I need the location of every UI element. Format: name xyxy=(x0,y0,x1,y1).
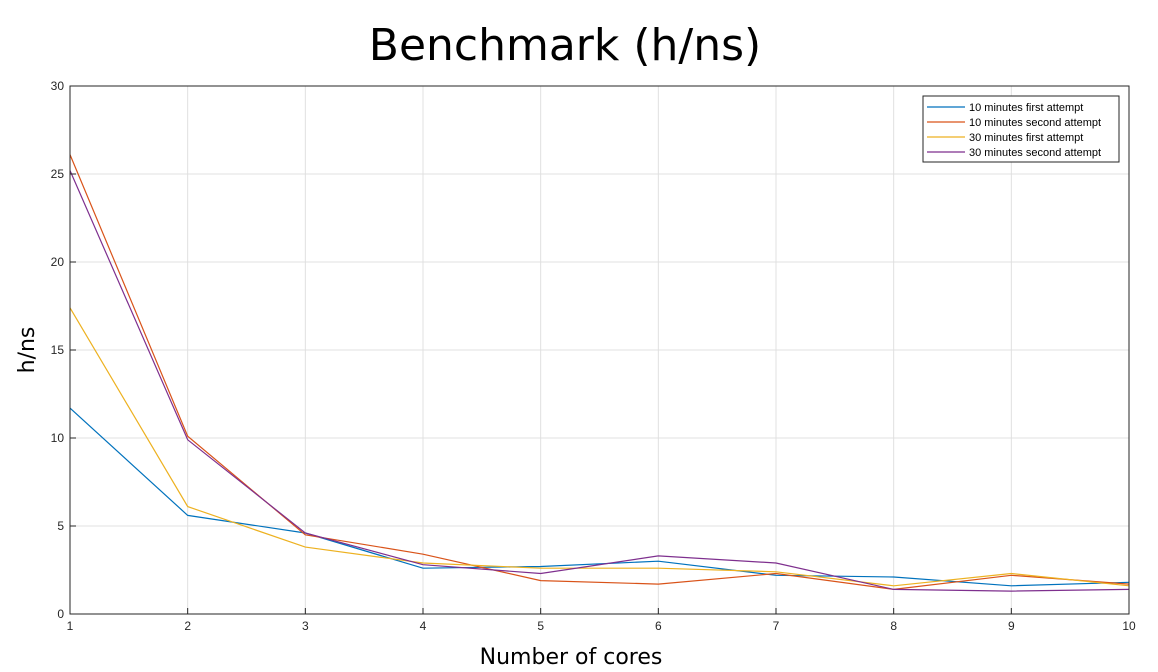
series-line-1 xyxy=(69,407,1130,587)
x-tick-label: 5 xyxy=(537,619,544,633)
x-tick-label: 10 xyxy=(1122,619,1136,633)
legend-entry: 30 minutes first attempt xyxy=(969,132,1083,144)
x-tick-label: 7 xyxy=(773,619,780,633)
y-tick-label: 10 xyxy=(51,431,65,445)
series-line-4 xyxy=(69,170,1130,592)
chart-title: Benchmark (h/ns) xyxy=(369,20,761,71)
grid-lines xyxy=(70,86,1129,614)
legend-entry: 30 minutes second attempt xyxy=(969,147,1101,159)
y-tick-label: 0 xyxy=(57,607,64,621)
x-tick-label: 3 xyxy=(302,619,309,633)
x-axis-label: Number of cores xyxy=(480,645,663,670)
legend-entry: 10 minutes second attempt xyxy=(969,117,1101,129)
series-layer xyxy=(69,154,1130,592)
x-tick-label: 2 xyxy=(184,619,191,633)
x-tick-label: 6 xyxy=(655,619,662,633)
x-axis-ticks: 1 2 3 4 5 6 7 8 9 10 xyxy=(67,608,1136,633)
legend-entry: 10 minutes first attempt xyxy=(969,102,1083,114)
series-line-3 xyxy=(69,307,1130,587)
x-tick-label: 4 xyxy=(420,619,427,633)
y-tick-label: 15 xyxy=(51,343,65,357)
y-tick-label: 20 xyxy=(51,255,65,269)
y-tick-label: 30 xyxy=(51,79,65,93)
legend: 10 minutes first attempt 10 minutes secon… xyxy=(922,95,1120,163)
x-tick-label: 8 xyxy=(890,619,897,633)
y-tick-label: 25 xyxy=(51,167,65,181)
y-axis-label: h/ns xyxy=(15,327,40,374)
x-tick-label: 9 xyxy=(1008,619,1015,633)
y-axis-ticks: 0 5 10 15 20 25 30 xyxy=(51,79,76,621)
y-tick-label: 5 xyxy=(57,519,64,533)
series-line-2 xyxy=(69,154,1130,591)
x-tick-label: 1 xyxy=(67,619,74,633)
